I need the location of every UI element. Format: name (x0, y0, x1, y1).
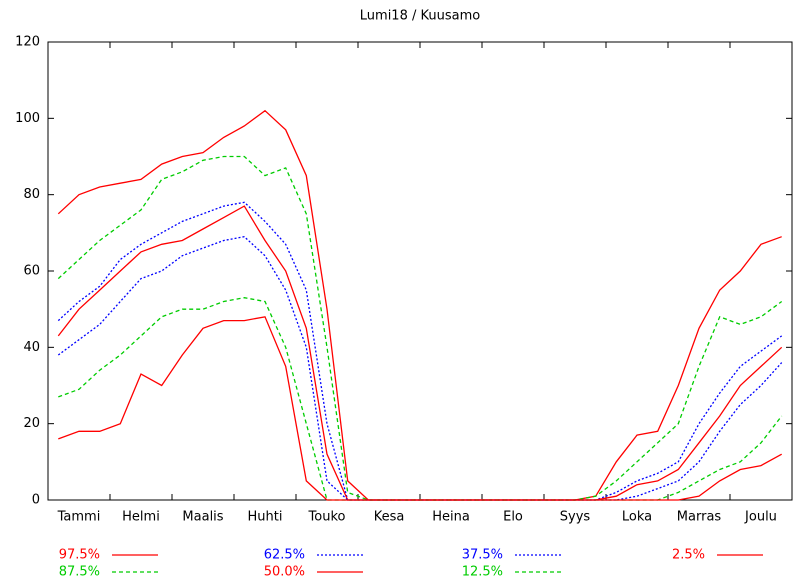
x-tick-label: Maalis (182, 510, 223, 525)
y-tick-label: 0 (32, 493, 40, 508)
y-tick-label: 80 (23, 187, 40, 202)
x-tick-label: Heina (432, 510, 470, 525)
chart-title: Lumi18 / Kuusamo (360, 9, 480, 24)
x-tick-label: Helmi (122, 510, 160, 525)
series-line (57, 205, 783, 501)
x-tick-label: Touko (308, 510, 346, 525)
x-tick-label: Elo (503, 510, 523, 525)
series-line (58, 316, 783, 501)
x-tick-label: Kesa (374, 510, 405, 525)
y-tick-label: 20 (23, 416, 40, 431)
y-tick-label: 40 (23, 340, 40, 355)
plot-frame (47, 41, 793, 501)
series-line (57, 155, 783, 501)
x-tick-label: Syys (560, 510, 591, 525)
legend-label: 2.5% (672, 548, 705, 563)
legend-label: 37.5% (462, 548, 503, 563)
x-tick-label: Tammi (57, 510, 101, 525)
legend-label: 12.5% (462, 565, 503, 579)
series-line (57, 201, 783, 501)
x-tick-label: Joulu (744, 510, 777, 525)
legend-label: 50.0% (264, 565, 305, 579)
y-tick-label: 120 (15, 35, 40, 50)
x-tick-label: Marras (677, 510, 722, 525)
series-line (57, 109, 782, 501)
x-tick-label: Loka (622, 510, 652, 525)
legend-label: 97.5% (59, 548, 100, 563)
legend-label: 62.5% (264, 548, 305, 563)
y-tick-label: 100 (15, 111, 40, 126)
series-line (57, 236, 783, 501)
y-tick-label: 60 (23, 264, 40, 279)
series-line (58, 297, 783, 501)
x-tick-label: Huhti (248, 510, 283, 525)
legend-label: 87.5% (59, 565, 100, 579)
